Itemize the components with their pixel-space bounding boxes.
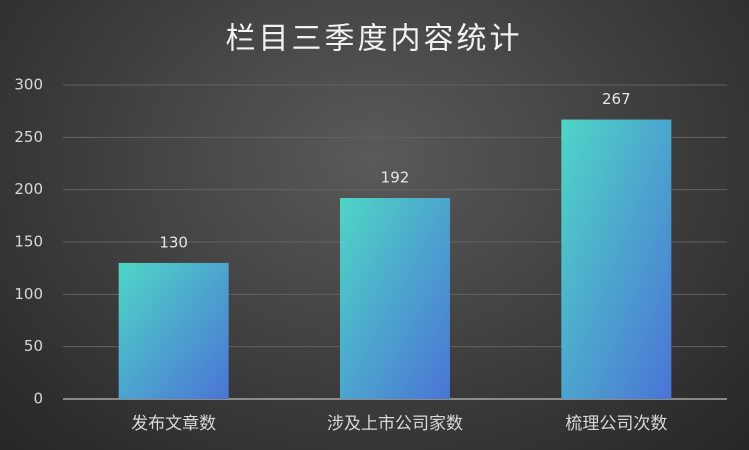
y-tick-label: 0 [33, 390, 43, 408]
x-tick-label: 涉及上市公司家数 [327, 414, 463, 434]
bar [118, 262, 229, 399]
bar [561, 119, 672, 399]
x-tick-label: 发布文章数 [131, 414, 216, 434]
chart-title: 栏目三季度内容统计 [226, 22, 523, 57]
bar [340, 198, 450, 399]
data-label: 130 [159, 233, 188, 251]
data-label: 192 [381, 169, 410, 187]
y-tick-label: 200 [14, 180, 43, 198]
y-tick-label: 150 [14, 233, 43, 251]
data-label: 267 [602, 90, 631, 108]
y-tick-label: 50 [24, 337, 43, 355]
x-tick-label: 梳理公司次数 [565, 414, 667, 434]
y-tick-label: 100 [14, 285, 43, 303]
y-tick-label: 250 [14, 128, 43, 146]
y-tick-label: 300 [14, 76, 43, 94]
